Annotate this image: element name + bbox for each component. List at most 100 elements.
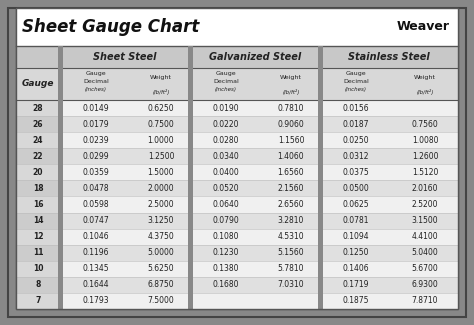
Text: 0.1094: 0.1094 — [343, 232, 369, 241]
Text: 0.7500: 0.7500 — [147, 120, 174, 129]
Text: 0.1046: 0.1046 — [82, 232, 109, 241]
Text: Decimal: Decimal — [83, 79, 109, 84]
Bar — [16, 116, 458, 132]
Text: 22: 22 — [33, 152, 43, 161]
Text: 0.6250: 0.6250 — [148, 104, 174, 112]
Text: 2.0160: 2.0160 — [412, 184, 438, 193]
Text: 0.0299: 0.0299 — [82, 152, 109, 161]
Text: 0.0478: 0.0478 — [82, 184, 109, 193]
Text: (inches): (inches) — [85, 87, 107, 92]
Bar — [16, 100, 458, 116]
Text: 2.5200: 2.5200 — [412, 200, 438, 209]
Text: 0.0640: 0.0640 — [213, 200, 239, 209]
Bar — [320, 46, 458, 68]
Bar — [16, 245, 458, 261]
Text: 0.0156: 0.0156 — [343, 104, 369, 112]
Text: 2.1560: 2.1560 — [278, 184, 304, 193]
Text: 0.9060: 0.9060 — [278, 120, 304, 129]
Text: Weaver: Weaver — [397, 20, 450, 33]
Bar — [318, 46, 323, 309]
Text: 0.1080: 0.1080 — [213, 232, 239, 241]
Bar — [16, 180, 458, 196]
Text: 1.0000: 1.0000 — [148, 136, 174, 145]
Text: 5.7810: 5.7810 — [278, 264, 304, 273]
Text: 18: 18 — [33, 184, 43, 193]
Bar — [16, 293, 458, 309]
Text: 3.1500: 3.1500 — [412, 216, 438, 225]
Bar — [58, 46, 63, 309]
Text: 1.0080: 1.0080 — [412, 136, 438, 145]
Bar — [16, 132, 458, 148]
Text: 0.7560: 0.7560 — [411, 120, 438, 129]
Bar — [188, 46, 193, 309]
Text: 0.0190: 0.0190 — [213, 104, 239, 112]
Text: 0.0598: 0.0598 — [82, 200, 109, 209]
Bar — [16, 277, 60, 293]
Text: Stainless Steel: Stainless Steel — [348, 52, 430, 62]
Text: 28: 28 — [33, 104, 43, 112]
Text: 6.9300: 6.9300 — [411, 280, 438, 289]
Bar — [16, 261, 60, 277]
Text: 12: 12 — [33, 232, 43, 241]
Text: 16: 16 — [33, 200, 43, 209]
Text: 0.0280: 0.0280 — [213, 136, 239, 145]
Text: 1.6560: 1.6560 — [278, 168, 304, 177]
Text: 0.0790: 0.0790 — [213, 216, 239, 225]
Text: Gauge: Gauge — [216, 71, 237, 76]
Text: Decimal: Decimal — [213, 79, 239, 84]
Text: Sheet Steel: Sheet Steel — [93, 52, 157, 62]
Text: 7.0310: 7.0310 — [278, 280, 304, 289]
Text: 2.5000: 2.5000 — [148, 200, 174, 209]
Bar — [16, 164, 458, 180]
Text: 4.3750: 4.3750 — [147, 232, 174, 241]
Text: 1.2600: 1.2600 — [412, 152, 438, 161]
Text: 0.0312: 0.0312 — [343, 152, 369, 161]
Text: (lb/ft²): (lb/ft²) — [416, 89, 434, 95]
Text: 0.0520: 0.0520 — [213, 184, 239, 193]
Bar — [60, 46, 190, 68]
Text: 11: 11 — [33, 248, 43, 257]
Text: 5.6700: 5.6700 — [411, 264, 438, 273]
Bar — [16, 213, 458, 228]
Text: 0.1719: 0.1719 — [343, 280, 369, 289]
Text: 7.8710: 7.8710 — [412, 296, 438, 306]
Text: 2.0000: 2.0000 — [148, 184, 174, 193]
Text: 2.6560: 2.6560 — [278, 200, 304, 209]
Text: 0.0149: 0.0149 — [82, 104, 109, 112]
Text: 5.6250: 5.6250 — [148, 264, 174, 273]
Bar — [16, 100, 60, 116]
Bar — [58, 46, 63, 309]
Text: 1.1560: 1.1560 — [278, 136, 304, 145]
Text: 0.1250: 0.1250 — [343, 248, 369, 257]
Bar — [190, 46, 320, 68]
Text: 0.0250: 0.0250 — [343, 136, 369, 145]
Text: 1.2500: 1.2500 — [148, 152, 174, 161]
Text: 0.0179: 0.0179 — [82, 120, 109, 129]
Text: Weight: Weight — [414, 75, 436, 80]
Bar — [188, 46, 193, 309]
Text: 5.0400: 5.0400 — [411, 248, 438, 257]
Bar — [16, 8, 458, 46]
Bar — [16, 293, 60, 309]
Bar — [16, 213, 60, 228]
Bar — [16, 245, 60, 261]
Text: 0.1230: 0.1230 — [213, 248, 239, 257]
Text: 1.4060: 1.4060 — [278, 152, 304, 161]
Text: (inches): (inches) — [345, 87, 367, 92]
Text: 0.1793: 0.1793 — [82, 296, 109, 306]
Text: 0.7810: 0.7810 — [278, 104, 304, 112]
Text: 0.0781: 0.0781 — [343, 216, 369, 225]
Text: 0.0375: 0.0375 — [343, 168, 369, 177]
Text: 0.1644: 0.1644 — [82, 280, 109, 289]
Bar — [190, 68, 320, 100]
Bar — [16, 148, 458, 164]
Text: 0.0625: 0.0625 — [343, 200, 369, 209]
Text: 0.0239: 0.0239 — [82, 136, 109, 145]
Bar — [60, 68, 190, 100]
Text: 0.1406: 0.1406 — [343, 264, 369, 273]
Text: 0.0400: 0.0400 — [213, 168, 239, 177]
Bar — [16, 228, 458, 245]
Bar — [16, 261, 458, 277]
Text: 0.0500: 0.0500 — [343, 184, 369, 193]
Text: 0.1196: 0.1196 — [83, 248, 109, 257]
